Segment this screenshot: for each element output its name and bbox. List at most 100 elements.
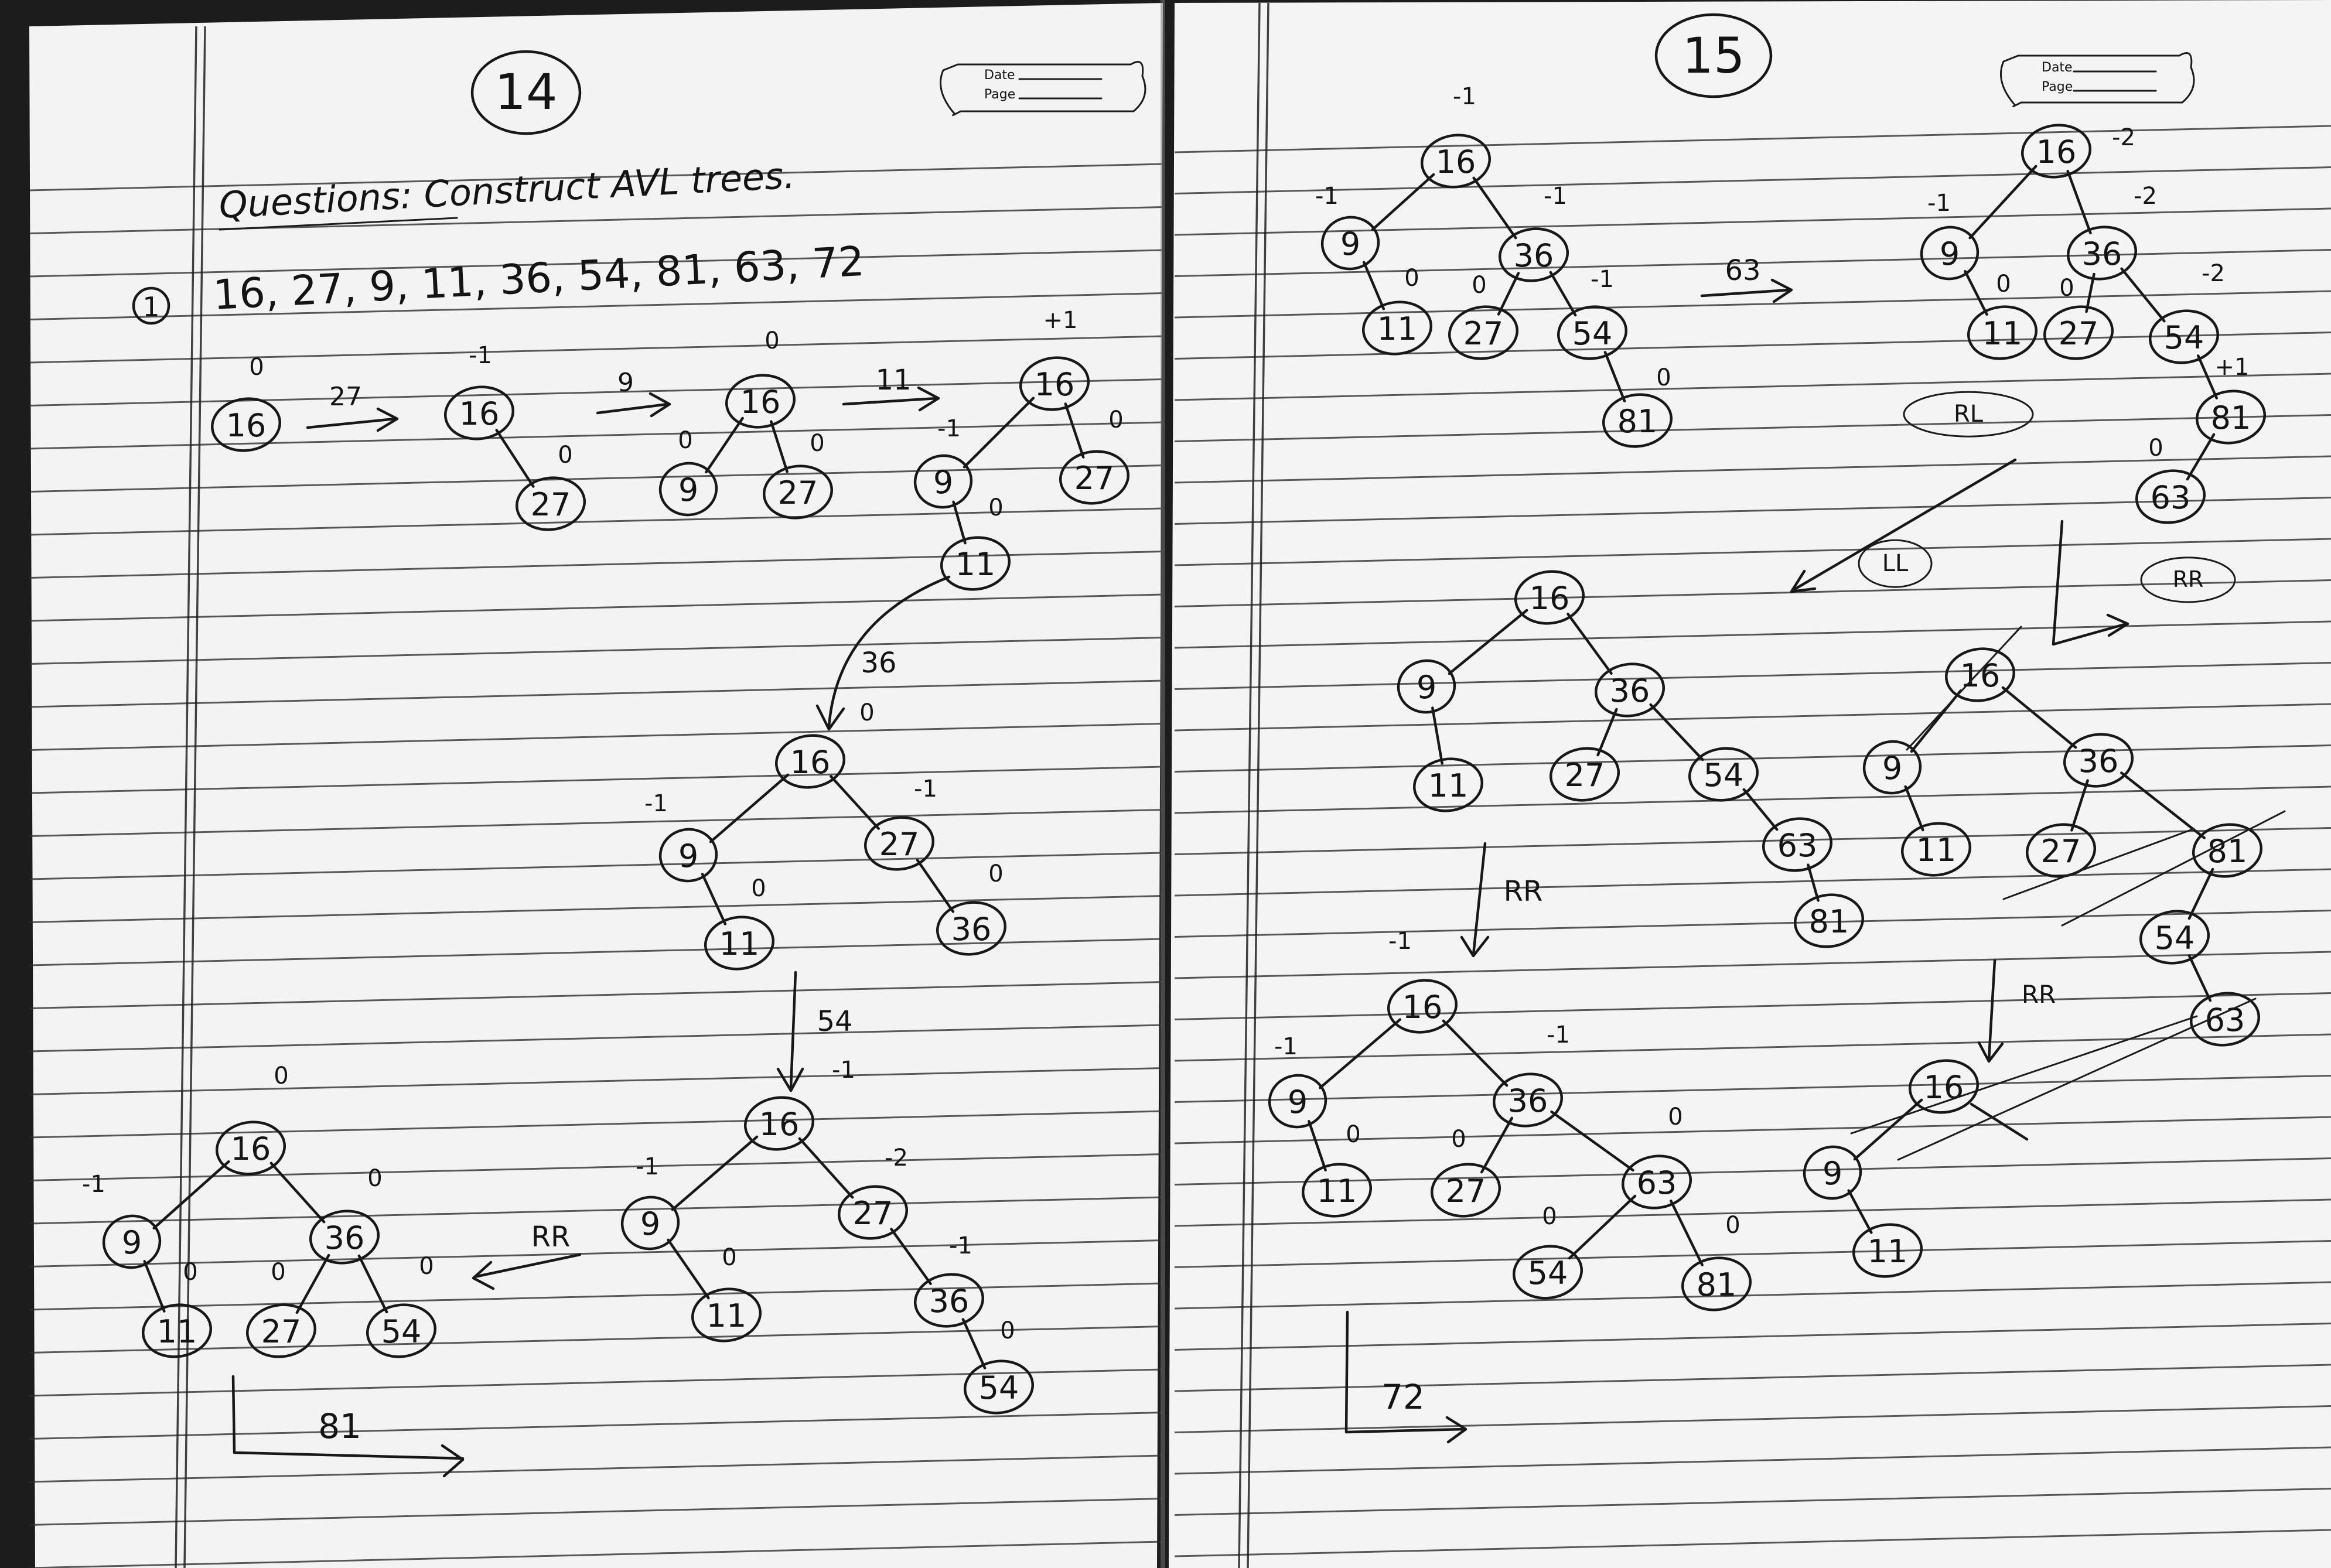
node-key: 27 xyxy=(1074,460,1115,497)
rule-line xyxy=(1174,1364,2331,1392)
tree-node xyxy=(1320,216,1380,271)
right-page-paper xyxy=(1169,0,2331,1568)
balance-factor: -1 xyxy=(937,415,961,442)
rule-line xyxy=(1174,992,2331,1020)
tree-node xyxy=(704,915,775,971)
tree-node xyxy=(1920,226,1980,281)
tree-node xyxy=(1301,1163,1373,1218)
balance-factor: 0 xyxy=(1656,364,1671,391)
rule-line xyxy=(1174,1405,2331,1433)
node-key: 16 xyxy=(1436,144,1476,180)
rotation-circle xyxy=(1903,391,2034,438)
arrow-head xyxy=(815,704,845,731)
balance-factor: 0 xyxy=(1404,265,1419,292)
balance-factor: -1 xyxy=(1927,190,1951,217)
balance-factor: -1 xyxy=(636,1153,659,1180)
tree-node xyxy=(743,1096,815,1151)
balance-factor: 0 xyxy=(1996,271,2011,298)
node-key: 16 xyxy=(2036,134,2077,170)
node-key: 16 xyxy=(790,744,831,781)
rule-line xyxy=(1174,1240,2331,1268)
tree-nodes: 16016-12701609027016+19-12701101609-127-… xyxy=(82,83,2267,1415)
balance-factor: 0 xyxy=(1108,406,1123,433)
balance-factor: -2 xyxy=(2112,124,2135,151)
rule-line xyxy=(1174,703,2331,732)
node-key: 11 xyxy=(707,1297,747,1334)
tree-node xyxy=(1557,305,1628,360)
rule-line xyxy=(29,1540,1163,1568)
step-arrow xyxy=(789,971,797,1090)
step-arrow xyxy=(306,417,397,429)
tree-edge xyxy=(1497,272,1520,316)
tree-node xyxy=(658,462,718,517)
tree-node xyxy=(1908,1059,1980,1114)
step-arrow xyxy=(596,402,670,415)
page-number-circle xyxy=(1654,13,1773,98)
node-key: 16 xyxy=(759,1106,800,1143)
node-key: 9 xyxy=(1882,750,1902,787)
node-key: 36 xyxy=(951,911,992,948)
node-key: 54 xyxy=(979,1369,1019,1406)
balance-factor: +1 xyxy=(2215,354,2250,381)
rule-line xyxy=(1174,951,2331,979)
node-key: 27 xyxy=(1463,315,1504,352)
tree-node xyxy=(1268,1074,1327,1129)
rule-line xyxy=(1174,1446,2331,1475)
tree-edge xyxy=(1371,173,1435,231)
tree-node xyxy=(366,1303,437,1358)
tree-edge xyxy=(2066,169,2092,235)
tree-edge xyxy=(1308,1120,1327,1171)
balance-factor: 0 xyxy=(1451,1126,1466,1153)
tree-node xyxy=(2043,305,2114,360)
node-key: 81 xyxy=(2211,399,2251,436)
question-marker: 1 xyxy=(142,291,159,323)
tree-node xyxy=(2063,733,2134,788)
arrow-head xyxy=(472,1260,495,1290)
date-label: Date xyxy=(2042,60,2073,75)
node-key: 27 xyxy=(531,486,571,523)
tree-node xyxy=(940,536,1011,591)
step-label: 81 xyxy=(318,1406,361,1446)
rule-line xyxy=(29,679,1163,708)
tree-node xyxy=(1621,1154,1692,1210)
tree-node xyxy=(725,374,796,429)
balance-factor: 0 xyxy=(183,1259,197,1286)
node-key: 11 xyxy=(1428,767,1469,804)
node-key: 54 xyxy=(1704,757,1744,794)
step-label: 36 xyxy=(861,647,896,679)
rule-line xyxy=(1174,1323,2331,1351)
node-key: 11 xyxy=(157,1313,197,1350)
node-key: 36 xyxy=(1610,672,1650,709)
node-key: 9 xyxy=(1823,1155,1842,1192)
arrow-head xyxy=(1445,1416,1467,1444)
tree-edge xyxy=(1442,1019,1509,1087)
rule-line xyxy=(29,1326,1163,1354)
node-key: 36 xyxy=(1508,1082,1548,1119)
tree-node xyxy=(1681,1256,1752,1311)
tree-edge xyxy=(1904,785,1924,832)
tree-node xyxy=(1492,1072,1564,1128)
step-arrow xyxy=(231,1375,465,1460)
rule-line xyxy=(1174,1488,2331,1516)
node-key: 16 xyxy=(226,407,267,444)
balance-factor: 0 xyxy=(810,430,824,457)
tree-node xyxy=(102,1214,162,1269)
tree-edge xyxy=(295,1253,330,1314)
arrow-head xyxy=(1770,278,1793,303)
tree-node xyxy=(2021,124,2092,179)
node-key: 27 xyxy=(2059,315,2099,352)
node-key: 27 xyxy=(879,826,920,863)
arrow-head xyxy=(649,392,671,418)
tree-node xyxy=(309,1210,380,1265)
tree-edge xyxy=(1742,788,1779,831)
tree-node xyxy=(1967,305,2038,360)
node-key: 16 xyxy=(1960,657,2001,694)
balance-factor: -1 xyxy=(1591,266,1614,293)
rule-line xyxy=(1174,125,2331,153)
tree-edge xyxy=(1472,176,1517,240)
balance-factor: -1 xyxy=(949,1232,972,1259)
rule-line xyxy=(29,1024,1163,1053)
tree-edge xyxy=(830,775,880,830)
step-arrow xyxy=(1987,959,1996,1062)
